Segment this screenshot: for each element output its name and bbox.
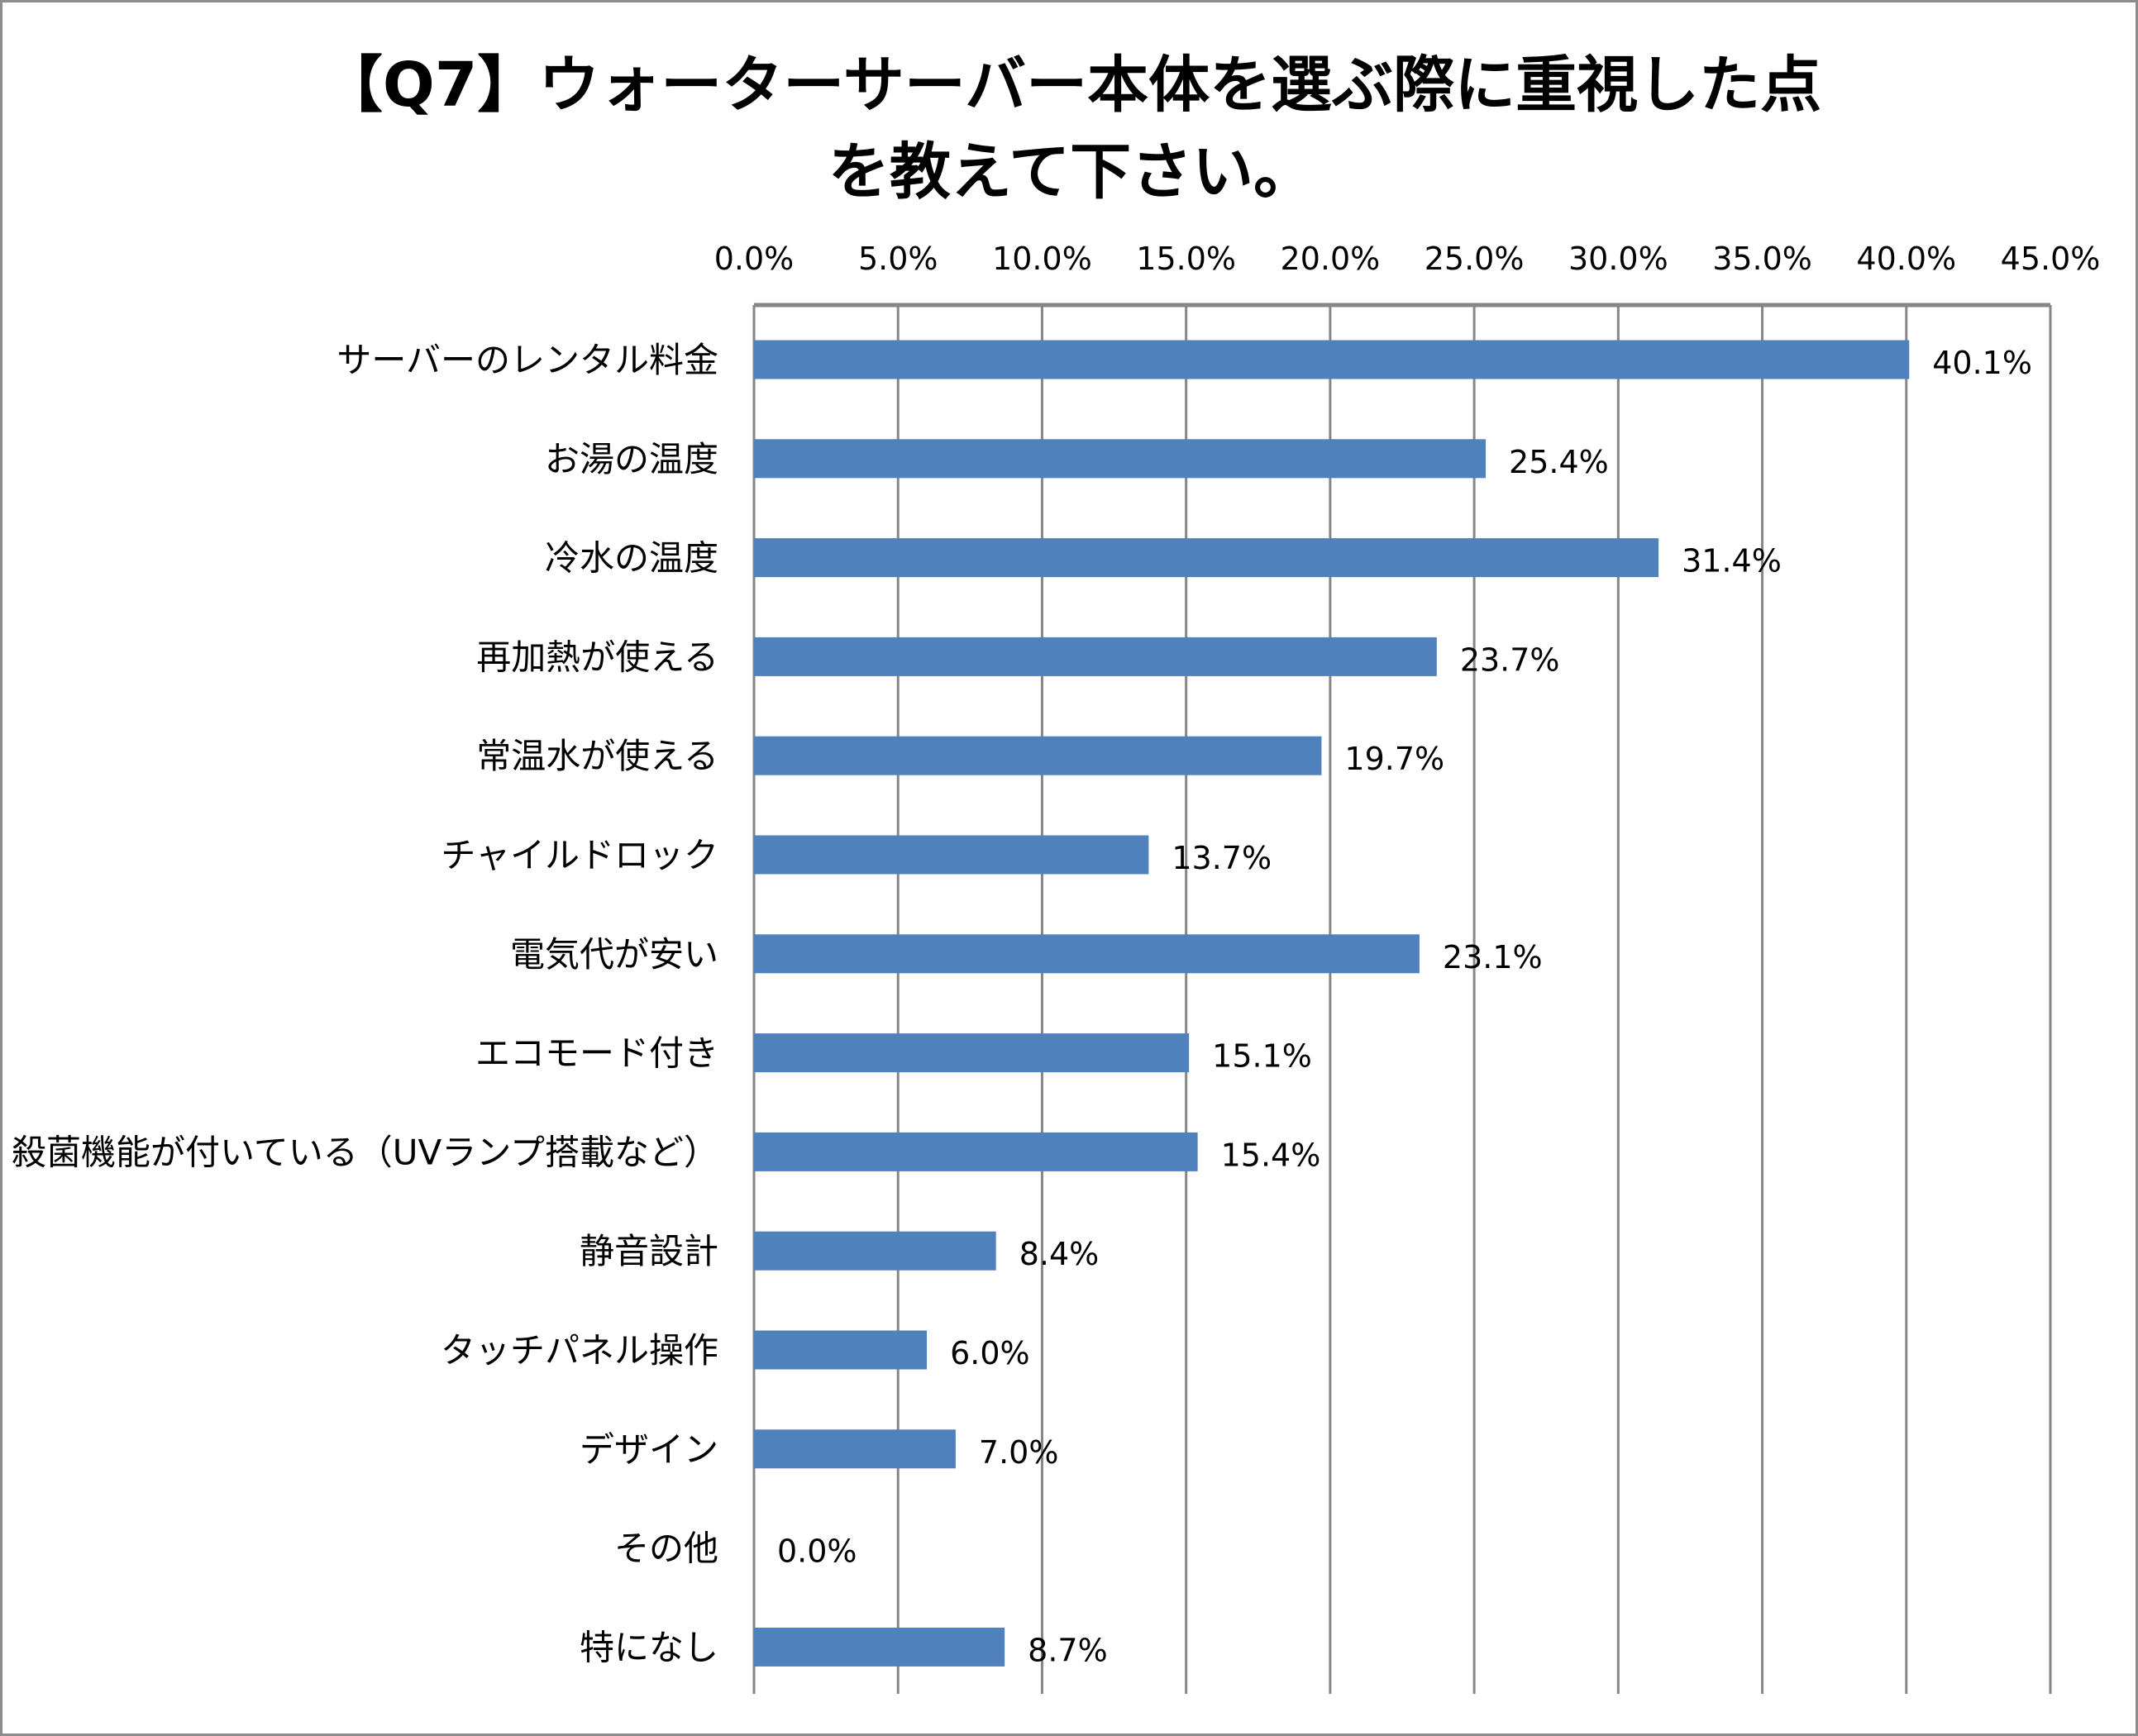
data-label: 25.4%: [1509, 444, 1609, 480]
tick-label: 10.0%: [992, 241, 1092, 277]
data-label: 23.7%: [1460, 641, 1560, 678]
chart-title-line-2: を教えて下さい。: [828, 136, 1315, 207]
tick-label: 30.0%: [1568, 241, 1668, 277]
bar: [754, 1429, 956, 1469]
category-label: デザイン: [580, 1429, 718, 1470]
category-label: タッチパネル操作: [441, 1330, 718, 1371]
tick-label: 45.0%: [2001, 241, 2101, 277]
category-label: サーバーのレンタル料金: [336, 340, 718, 380]
bar: [754, 439, 1487, 479]
bar: [754, 340, 1910, 379]
category-label: 再加熱が使える: [476, 637, 718, 677]
bar: [754, 637, 1437, 676]
bar: [754, 1627, 1005, 1667]
data-label: 19.7%: [1344, 741, 1444, 777]
data-label: 7.0%: [979, 1434, 1059, 1471]
category-label: チャイルドロック: [441, 835, 718, 875]
data-label: 31.4%: [1682, 543, 1782, 579]
tick-label: 0.0%: [714, 241, 795, 277]
data-label: 8.4%: [1019, 1236, 1100, 1272]
tick-label: 25.0%: [1425, 241, 1525, 277]
data-label: 6.0%: [950, 1335, 1030, 1371]
bar: [754, 1132, 1198, 1171]
data-label: 0.0%: [777, 1533, 857, 1570]
bar: [754, 538, 1659, 578]
category-label: 電気代が安い: [510, 934, 718, 975]
category-label: 特になし: [580, 1627, 718, 1667]
chart-title-line-1: 【Q7】ウォーターサーバー本体を選ぶ際に重視した点: [321, 50, 1822, 121]
bar: [754, 1033, 1190, 1073]
data-label: 23.1%: [1443, 939, 1543, 975]
tick-label: 40.0%: [1856, 241, 1956, 277]
category-label: その他: [614, 1529, 718, 1569]
data-label: 15.1%: [1212, 1038, 1312, 1075]
category-label: 静音設計: [580, 1231, 718, 1271]
category-label: お湯の温度: [545, 439, 718, 479]
bar: [754, 934, 1420, 974]
category-label: 殺菌機能が付いている（UVランプ搭載など）: [12, 1132, 718, 1172]
category-label: 冷水の温度: [545, 538, 718, 579]
category-label: 常温水が使える: [476, 736, 718, 776]
bar: [754, 736, 1322, 775]
data-label: 8.7%: [1028, 1632, 1108, 1668]
bar: [754, 835, 1149, 875]
data-label: 13.7%: [1172, 840, 1272, 876]
data-label: 15.4%: [1221, 1137, 1321, 1173]
category-label: エコモード付き: [475, 1033, 718, 1074]
tick-label: 35.0%: [1712, 241, 1812, 277]
bar: [754, 1330, 928, 1370]
data-label: 40.1%: [1932, 345, 2032, 381]
bar: [754, 1231, 996, 1271]
tick-label: 20.0%: [1281, 241, 1381, 277]
tick-label: 15.0%: [1136, 241, 1236, 277]
tick-label: 5.0%: [858, 241, 938, 277]
